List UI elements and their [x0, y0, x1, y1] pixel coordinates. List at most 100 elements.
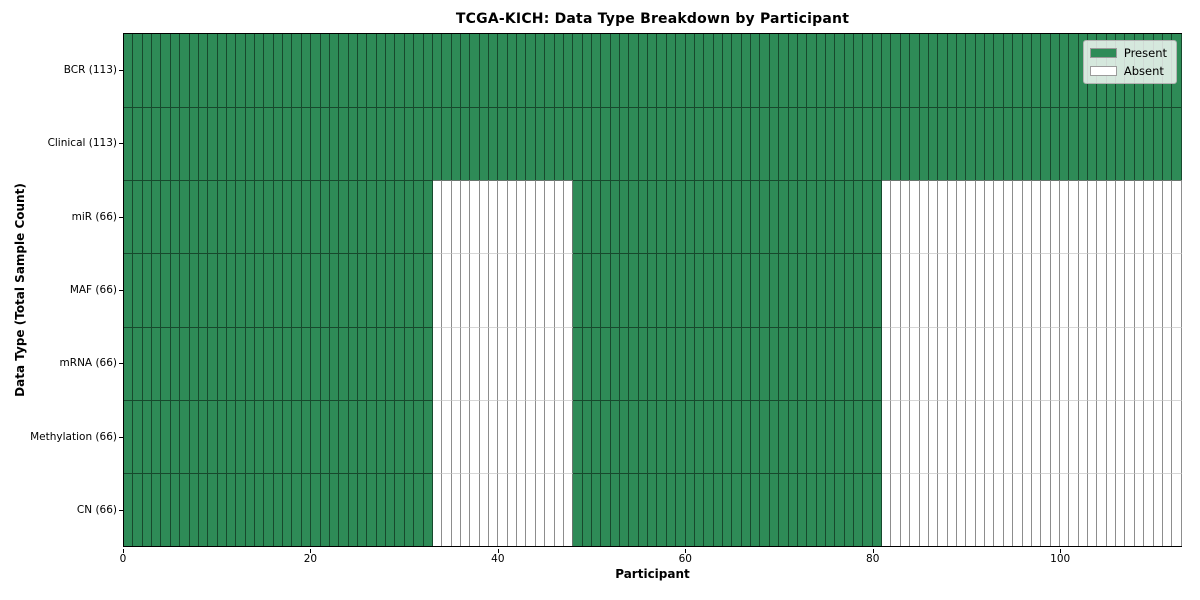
- heatmap-cell: [198, 326, 209, 400]
- heatmap-cell: [376, 107, 387, 181]
- heatmap-cell: [620, 180, 630, 254]
- heatmap-cell: [180, 326, 190, 400]
- heatmap-cell: [816, 399, 826, 473]
- heatmap-cell: [442, 399, 452, 473]
- legend-label-absent: Absent: [1123, 64, 1164, 78]
- heatmap-cell: [1153, 107, 1163, 181]
- heatmap-cell: [1162, 326, 1173, 400]
- heatmap-cell: [507, 34, 518, 108]
- heatmap-cell: [947, 326, 957, 400]
- heatmap-cell: [629, 107, 639, 181]
- heatmap-row-cn: [124, 472, 1182, 546]
- heatmap-cell: [301, 399, 312, 473]
- heatmap-cell: [816, 472, 826, 546]
- heatmap-cell: [189, 107, 199, 181]
- heatmap-cell: [1078, 253, 1089, 327]
- heatmap-cell: [489, 180, 499, 254]
- x-axis-label: Participant: [615, 567, 690, 581]
- heatmap-cell: [1050, 399, 1060, 473]
- heatmap-cell: [797, 34, 808, 108]
- heatmap-cell: [423, 253, 433, 327]
- heatmap-cell: [1144, 399, 1154, 473]
- heatmap-cell: [414, 326, 424, 400]
- heatmap-cell: [910, 107, 920, 181]
- heatmap-cell: [226, 399, 237, 473]
- heatmap-cell: [582, 180, 592, 254]
- heatmap-cell: [507, 472, 518, 546]
- heatmap-cell: [170, 472, 181, 546]
- heatmap-cell: [835, 399, 845, 473]
- heatmap-cell: [329, 253, 340, 327]
- heatmap-cell: [367, 326, 377, 400]
- heatmap-cell: [882, 399, 892, 473]
- heatmap-cell: [994, 326, 1004, 400]
- heatmap-cell: [1050, 472, 1060, 546]
- heatmap-cell: [1003, 253, 1014, 327]
- heatmap-cell: [1031, 34, 1042, 108]
- heatmap-cell: [245, 107, 256, 181]
- heatmap-cell: [732, 472, 742, 546]
- heatmap-cell: [648, 34, 658, 108]
- heatmap-cell: [994, 180, 1004, 254]
- heatmap-cell: [311, 34, 321, 108]
- heatmap-cell: [189, 34, 199, 108]
- heatmap-cell: [751, 107, 761, 181]
- heatmap-cell: [704, 180, 714, 254]
- heatmap-cell: [1106, 399, 1117, 473]
- heatmap-cell: [339, 399, 349, 473]
- heatmap-cell: [741, 180, 752, 254]
- heatmap-cell: [142, 399, 153, 473]
- heatmap-cell: [1088, 472, 1098, 546]
- heatmap-cell: [854, 326, 864, 400]
- heatmap-cell: [854, 107, 864, 181]
- heatmap-cell: [779, 253, 789, 327]
- heatmap-cell: [676, 180, 686, 254]
- heatmap-cell: [442, 326, 452, 400]
- heatmap-cell: [1031, 180, 1042, 254]
- heatmap-cell: [320, 472, 330, 546]
- heatmap-cell: [301, 253, 312, 327]
- heatmap-cell: [526, 399, 536, 473]
- heatmap-cell: [601, 34, 611, 108]
- heatmap-cell: [301, 107, 312, 181]
- heatmap-cell: [460, 107, 471, 181]
- heatmap-cell: [591, 472, 602, 546]
- heatmap-cell: [816, 34, 826, 108]
- heatmap-cell: [517, 472, 527, 546]
- heatmap-cell: [666, 34, 677, 108]
- heatmap-cell: [732, 180, 742, 254]
- heatmap-cell: [432, 326, 443, 400]
- heatmap-cell: [1031, 107, 1042, 181]
- heatmap-cell: [741, 326, 752, 400]
- heatmap-cell: [1013, 326, 1023, 400]
- x-tick-mark: [1060, 548, 1062, 553]
- heatmap-cell: [956, 326, 967, 400]
- heatmap-cell: [582, 399, 592, 473]
- heatmap-cell: [985, 399, 995, 473]
- heatmap-cell: [704, 253, 714, 327]
- heatmap-cell: [329, 107, 340, 181]
- heatmap-cell: [919, 326, 929, 400]
- heatmap-cell: [414, 253, 424, 327]
- heatmap-cell: [1088, 253, 1098, 327]
- heatmap-cell: [255, 253, 265, 327]
- heatmap-cell: [414, 399, 424, 473]
- heatmap-cell: [966, 180, 976, 254]
- heatmap-cell: [124, 107, 134, 181]
- heatmap-cell: [648, 107, 658, 181]
- heatmap-cell: [947, 399, 957, 473]
- heatmap-cell: [367, 399, 377, 473]
- heatmap-cell: [301, 326, 312, 400]
- heatmap-cell: [694, 253, 705, 327]
- heatmap-cell: [610, 34, 621, 108]
- heatmap-cell: [910, 253, 920, 327]
- heatmap-cell: [404, 253, 415, 327]
- heatmap-cell: [563, 34, 574, 108]
- heatmap-cell: [348, 34, 358, 108]
- heatmap-cell: [451, 472, 461, 546]
- heatmap-cell: [142, 180, 153, 254]
- heatmap-cell: [1003, 34, 1014, 108]
- heatmap-cell: [198, 107, 209, 181]
- heatmap-cell: [292, 253, 302, 327]
- heatmap-cell: [451, 326, 461, 400]
